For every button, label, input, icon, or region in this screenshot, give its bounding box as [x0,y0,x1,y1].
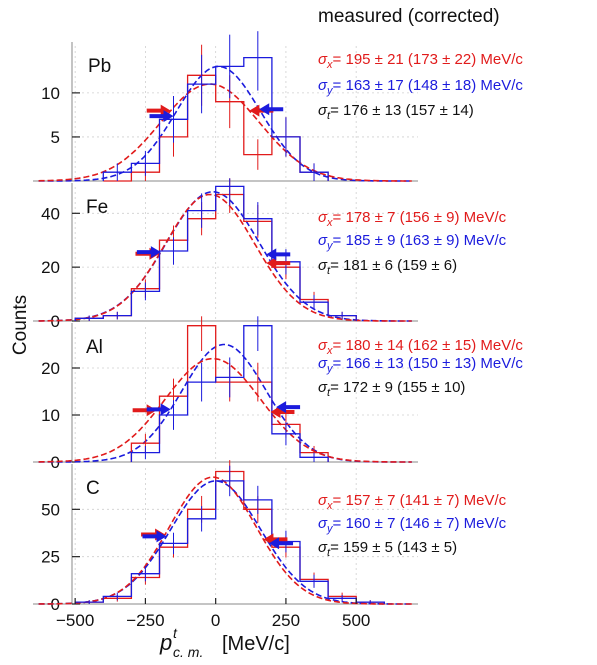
x-axis-label-base: p [159,630,172,655]
half-max-arrow-y [259,103,284,116]
fit-curve-x [38,476,412,605]
arrow-head [249,104,260,117]
half-max-arrow-x [146,104,171,117]
y-axis-label: Counts [10,295,31,355]
sigma-x-label: σx= 178 ± 7 (156 ± 9) MeV/c [318,209,507,229]
half-max-arrow-x [266,257,291,270]
half-max-arrow-y [276,401,301,414]
y-tick-label: 40 [41,204,60,223]
panel-fe: 0 20 40 Fe σx= 178 ± 7 (156 ± 9) MeV/c σy= 18… [33,178,507,331]
x-tick-labels: −500 −250 0 250 500 [56,598,370,630]
half-max-arrow-y [266,248,291,261]
sigma-y-label: σy= 185 ± 9 (163 ± 9) MeV/c [318,232,507,252]
arrow-head [156,530,167,543]
x-tick-label: −250 [126,611,164,630]
sigma-t-label: σt= 159 ± 5 (143 ± 5) [318,539,457,559]
panel-pb: 5 10 Pb σx= 195 ± 21 (173 ± 22) MeV/c σy= 16… [33,31,523,182]
histogram-y [102,56,329,181]
panels: 5 10 Pb σx= 195 ± 21 (173 ± 22) MeV/c σy= 16… [33,31,523,630]
x-axis-label-unit: [MeV/c] [222,633,290,655]
fit-curve-x [38,193,412,322]
sigma-x-label: σx= 180 ± 14 (162 ± 15) MeV/c [318,337,523,357]
x-tick-label: −500 [56,611,94,630]
arrow-head [160,104,171,117]
header-label: measured (corrected) [318,6,500,27]
fit-curve-y [38,65,412,182]
histogram-x [103,74,329,182]
y-tick-label: 50 [41,500,60,519]
y-tick-label: 25 [41,548,60,567]
x-axis-label-sup: t [173,625,178,641]
arrow-head [266,248,277,261]
target-label: Fe [86,197,108,218]
sigma-y-label: σy= 166 ± 13 (150 ± 13) MeV/c [318,355,523,375]
half-max-arrow-y [269,537,294,550]
x-axis-label: p t c. m. [MeV/c] [159,625,290,660]
sigma-t-label: σt= 176 ± 13 (157 ± 14) [318,102,474,122]
y-tick-label: 20 [41,258,60,277]
sigma-y-label: σy= 160 ± 7 (146 ± 7) MeV/c [318,515,507,535]
sigma-t-label: σt= 181 ± 6 (159 ± 6) [318,257,457,277]
sigma-x-label: σx= 195 ± 21 (173 ± 22) MeV/c [318,51,523,71]
fit-curve-x [38,357,412,463]
target-label: Al [86,337,103,358]
x-tick-label: 500 [342,611,370,630]
half-max-arrow-y [146,403,171,416]
arrow-head [266,257,277,270]
arrow-head [269,537,280,550]
arrow-head [276,401,287,414]
y-tick-label: 5 [51,128,60,147]
panel-c: 0 25 50 Cσx= 157 ± 7 (141 ± 7) MeV/c σy= 160… [33,460,507,614]
arrow-head [270,406,281,419]
y-tick-label: 10 [41,406,60,425]
arrow-head [160,403,171,416]
arrow-head [163,110,174,123]
y-tick-label: 0 [51,312,60,331]
arrow-head [259,103,270,116]
y-tick-label: 10 [41,84,60,103]
sigma-y-label: σy= 163 ± 17 (148 ± 18) MeV/c [318,77,523,97]
panel-al: 0 10 20 Al σx= 180 ± 14 (162 ± 15) MeV/cσy= … [33,316,523,472]
y-tick-label: 20 [41,359,60,378]
sigma-t-label: σt= 172 ± 9 (155 ± 10) [318,379,465,399]
sigma-x-label: σx= 157 ± 7 (141 ± 7) MeV/c [318,492,507,512]
y-tick-label: 0 [51,595,60,614]
half-max-arrow-y [142,530,167,543]
half-max-arrow-y [149,110,174,123]
target-label: Pb [88,56,111,77]
arrow-head [150,246,161,259]
half-max-arrow-y [136,246,161,259]
x-tick-label: 0 [211,611,220,630]
fit-curve-x [38,83,412,182]
x-axis-label-sub: c. m. [173,644,203,660]
x-tick-label: 250 [272,611,300,630]
y-tick-label: 0 [51,453,60,472]
target-label: C [86,478,100,499]
